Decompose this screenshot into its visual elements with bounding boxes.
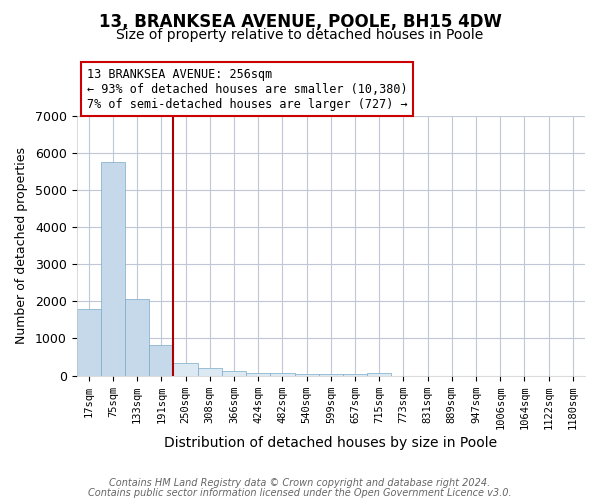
- Bar: [295, 374, 319, 376]
- Bar: [319, 374, 343, 376]
- Bar: [149, 345, 173, 376]
- Text: 13, BRANKSEA AVENUE, POOLE, BH15 4DW: 13, BRANKSEA AVENUE, POOLE, BH15 4DW: [98, 12, 502, 30]
- Text: Size of property relative to detached houses in Poole: Size of property relative to detached ho…: [116, 28, 484, 42]
- Bar: [197, 368, 222, 376]
- Bar: [77, 310, 101, 376]
- Y-axis label: Number of detached properties: Number of detached properties: [15, 147, 28, 344]
- Bar: [343, 374, 367, 376]
- Text: Contains public sector information licensed under the Open Government Licence v3: Contains public sector information licen…: [88, 488, 512, 498]
- Bar: [367, 372, 391, 376]
- X-axis label: Distribution of detached houses by size in Poole: Distribution of detached houses by size …: [164, 436, 497, 450]
- Text: 13 BRANKSEA AVENUE: 256sqm
← 93% of detached houses are smaller (10,380)
7% of s: 13 BRANKSEA AVENUE: 256sqm ← 93% of deta…: [87, 68, 407, 110]
- Bar: [246, 372, 271, 376]
- Bar: [271, 373, 295, 376]
- Text: Contains HM Land Registry data © Crown copyright and database right 2024.: Contains HM Land Registry data © Crown c…: [109, 478, 491, 488]
- Bar: [125, 300, 149, 376]
- Bar: [173, 363, 197, 376]
- Bar: [101, 162, 125, 376]
- Bar: [222, 372, 246, 376]
